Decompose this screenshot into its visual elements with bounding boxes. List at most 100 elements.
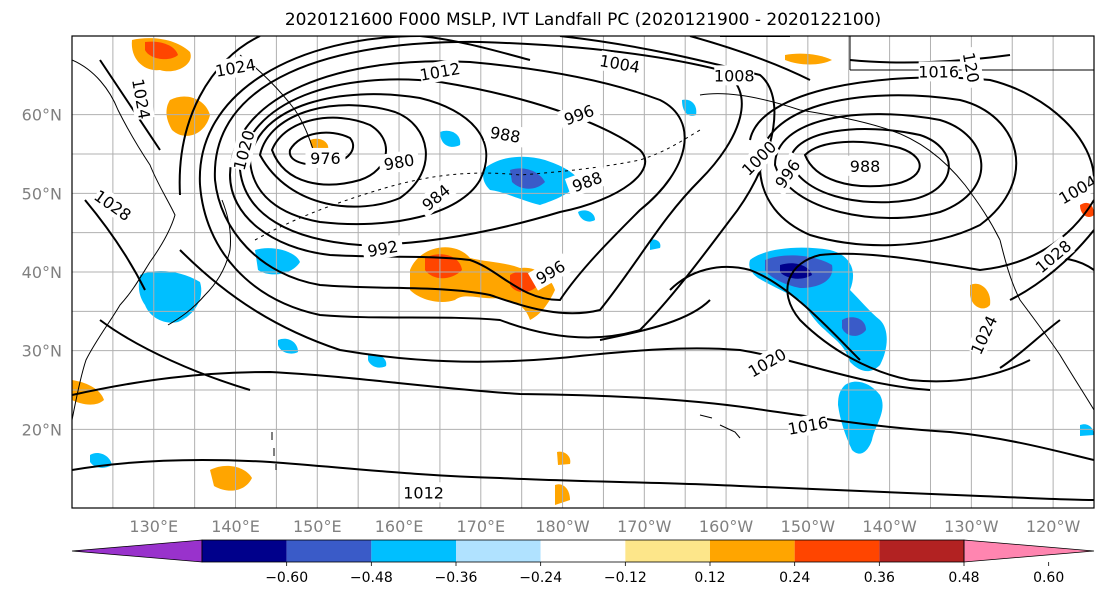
colorbar-min-extension bbox=[71, 539, 203, 563]
negative-ivt-region bbox=[255, 248, 300, 275]
colorbar-segment bbox=[710, 540, 795, 562]
latitude-tick-label: 20°N bbox=[22, 420, 62, 439]
colorbar-tick-label: 0.48 bbox=[948, 570, 979, 586]
ivt-colorbar: −0.60 −0.48 −0.36 −0.24 −0.12 0.12 0.24 0.36 0.4… bbox=[71, 539, 1095, 586]
isobar-1024 bbox=[99, 319, 1061, 391]
colorbar-segment bbox=[456, 540, 541, 562]
contour-label: 976 bbox=[310, 149, 341, 168]
isobar-low-east-992 bbox=[788, 127, 950, 204]
negative-ivt-region bbox=[440, 130, 461, 147]
isobar-low-east-1000 bbox=[758, 94, 1018, 247]
contour-label-background bbox=[737, 136, 780, 180]
isobar-1024-west bbox=[99, 59, 161, 151]
longitude-tick-label: 180°W bbox=[535, 517, 590, 536]
longitude-labels: 130°E 140°E 150°E 160°E 170°E 180°W 170°W 160°W… bbox=[129, 517, 1080, 536]
negative-ivt-region bbox=[278, 338, 298, 354]
contour-label-background bbox=[483, 121, 527, 148]
longitude-tick-label: 130°W bbox=[944, 517, 999, 536]
colorbar-tick-label: −0.48 bbox=[350, 570, 393, 586]
contour-label-background bbox=[228, 128, 259, 172]
negative-ivt-region bbox=[510, 168, 545, 189]
latitude-tick-label: 60°N bbox=[22, 106, 62, 125]
isobar-low-west-992 bbox=[238, 78, 647, 247]
positive-ivt-region bbox=[785, 53, 832, 65]
isobar-low-west-988 bbox=[248, 93, 488, 226]
contour-label-background bbox=[958, 46, 985, 89]
contour-label-background bbox=[598, 50, 642, 77]
longitude-tick-label: 140°W bbox=[862, 517, 917, 536]
negative-ivt-region bbox=[138, 270, 202, 323]
colorbar-tick-label: 0.60 bbox=[1033, 570, 1064, 586]
colorbar-segment bbox=[879, 540, 964, 562]
isobar-low-east-988 bbox=[803, 140, 921, 188]
longitude-tick-label: 170°E bbox=[456, 517, 505, 536]
contour-label-background bbox=[403, 482, 444, 503]
contour-label: 1012 bbox=[403, 483, 444, 502]
negative-ivt-region bbox=[578, 210, 595, 222]
mariana-islands bbox=[271, 432, 277, 470]
contour-label-background bbox=[767, 151, 808, 196]
contour-label-background bbox=[564, 165, 610, 198]
hawaii-islands bbox=[699, 414, 741, 439]
aleutian-islands bbox=[254, 129, 701, 241]
longitude-tick-label: 160°W bbox=[699, 517, 754, 536]
longitude-tick-label: 140°E bbox=[211, 517, 260, 536]
contour-label-background bbox=[527, 253, 573, 291]
positive-ivt-region bbox=[970, 283, 991, 309]
isobar-1000 bbox=[213, 40, 743, 315]
latitude-tick-label: 40°N bbox=[22, 263, 62, 282]
negative-ivt-region bbox=[1080, 424, 1094, 436]
contour-label-background bbox=[90, 185, 135, 225]
negative-ivt-region bbox=[368, 354, 387, 368]
positive-ivt-region bbox=[166, 96, 210, 136]
positive-ivt-region bbox=[557, 451, 571, 465]
negative-ivt-region bbox=[842, 317, 866, 336]
colorbar-segment bbox=[540, 540, 626, 562]
isobar-1004 bbox=[198, 36, 776, 339]
isobar-1016 bbox=[72, 370, 1094, 461]
latitude-labels: 60°N 50°N 40°N 30°N 20°N bbox=[22, 106, 62, 440]
longitude-tick-label: 160°E bbox=[375, 517, 424, 536]
colorbar-max-extension bbox=[963, 539, 1095, 563]
contour-label-background bbox=[1031, 235, 1075, 277]
positive-ivt-region bbox=[145, 41, 178, 60]
contour-label-background bbox=[744, 343, 790, 382]
contour-label-background bbox=[556, 98, 602, 131]
latitude-tick-label: 30°N bbox=[22, 342, 62, 361]
contour-label-background bbox=[305, 147, 346, 168]
colorbar-segment bbox=[286, 540, 372, 562]
colorbar-frame bbox=[201, 539, 965, 563]
kamchatka-coastline bbox=[239, 54, 316, 156]
colorbar-tick-label: −0.36 bbox=[435, 570, 478, 586]
contour-label: 1016 bbox=[918, 62, 959, 81]
colorbar-segment bbox=[625, 540, 710, 562]
contour-label-background bbox=[1055, 170, 1094, 209]
isobar-996 bbox=[228, 60, 686, 302]
contour-label: 1008 bbox=[714, 66, 755, 85]
positive-ivt-region bbox=[210, 465, 252, 491]
ivt-shading bbox=[72, 38, 1094, 505]
colorbar-segment bbox=[202, 540, 287, 562]
gridlines bbox=[72, 36, 1094, 508]
longitude-tick-label: 130°E bbox=[129, 517, 178, 536]
contour-label-background bbox=[786, 412, 830, 439]
longitude-tick-label: 150°E bbox=[293, 517, 342, 536]
contour-label-background bbox=[918, 61, 959, 82]
figure-title: 2020121600 F000 MSLP, IVT Landfall PC (2… bbox=[285, 10, 881, 30]
colorbar-segment bbox=[794, 540, 880, 562]
isobar-1012-lower bbox=[72, 459, 1094, 501]
colorbar-segment bbox=[371, 540, 456, 562]
asia-coastline bbox=[72, 59, 176, 421]
contour-label-background bbox=[966, 312, 1002, 358]
negative-ivt-region bbox=[780, 263, 812, 279]
contour-label-background bbox=[845, 155, 886, 176]
isobar-low-west-980 bbox=[270, 116, 387, 186]
isobar-1020 bbox=[179, 249, 931, 391]
isobar-low-east-996 bbox=[773, 113, 983, 219]
isobar-1012-upper bbox=[419, 36, 531, 61]
contour-label-background bbox=[418, 58, 462, 85]
contour-label: 988 bbox=[850, 157, 881, 176]
longitude-tick-label: 120°W bbox=[1026, 517, 1081, 536]
colorbar-tick-label: −0.60 bbox=[265, 570, 308, 586]
